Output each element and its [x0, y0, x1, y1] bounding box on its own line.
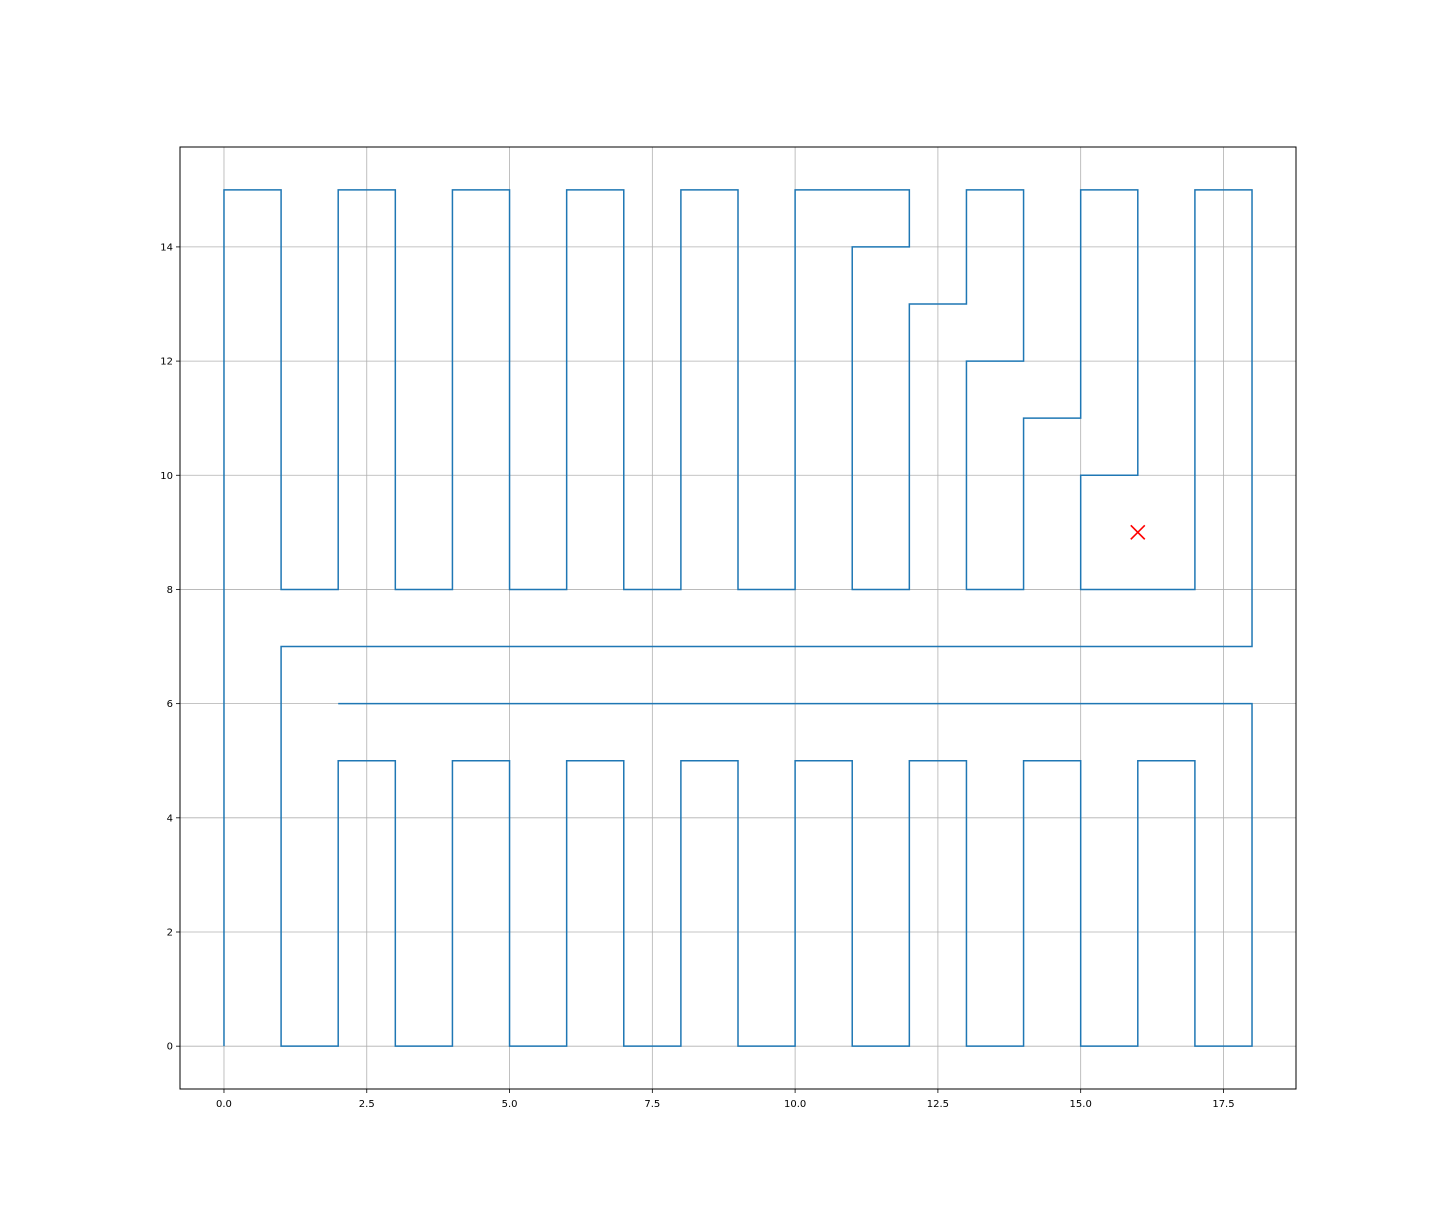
plot-frame: [179, 146, 1297, 1090]
maze-path-line: [223, 189, 1253, 1047]
x-tick-label: 12.5: [927, 1099, 949, 1110]
y-tick-label: 6: [167, 699, 173, 710]
y-tick-label: 12: [160, 357, 173, 368]
y-tick-label: 4: [167, 813, 173, 824]
x-tick-label: 7.5: [644, 1099, 660, 1110]
x-tick-label: 17.5: [1212, 1099, 1234, 1110]
x-tick-label: 5.0: [502, 1099, 518, 1110]
series-layer: [223, 189, 1253, 1047]
y-tick-label: 10: [160, 471, 173, 482]
target-x-marker: [1130, 524, 1146, 540]
x-tick-label: 10.0: [784, 1099, 806, 1110]
x-tick-label: 0.0: [216, 1099, 232, 1110]
ticks: 0.0 2.5 5.0 7.5 10.0 12.5 15.0 17.5 0 2 4 6 8 10 12 14: [160, 242, 1234, 1110]
x-tick-label: 15.0: [1070, 1099, 1092, 1110]
y-tick-label: 0: [167, 1042, 173, 1053]
marker-layer: [1130, 524, 1146, 540]
y-tick-label: 14: [160, 242, 173, 253]
y-tick-label: 8: [167, 585, 173, 596]
y-tick-label: 2: [167, 928, 173, 939]
x-tick-label: 2.5: [359, 1099, 375, 1110]
